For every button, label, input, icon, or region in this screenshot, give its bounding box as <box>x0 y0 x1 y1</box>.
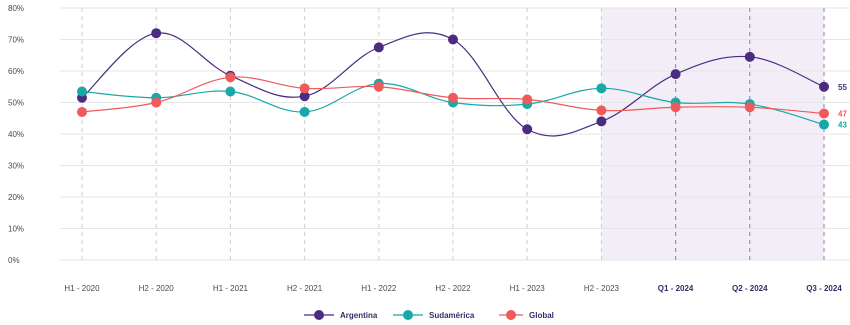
data-point <box>670 102 681 113</box>
data-point <box>299 91 310 102</box>
data-point <box>522 94 533 105</box>
data-point <box>522 124 533 135</box>
data-point <box>744 51 755 62</box>
x-tick-label: Q2 - 2024 <box>732 284 768 293</box>
data-point <box>225 86 236 97</box>
data-point <box>77 86 87 97</box>
data-point <box>448 34 458 45</box>
legend-marker <box>506 310 516 320</box>
data-point <box>373 81 384 92</box>
y-tick-label: 40% <box>8 130 24 139</box>
y-tick-label: 30% <box>8 162 24 171</box>
data-point <box>373 42 384 53</box>
data-point <box>670 69 681 80</box>
x-tick-label: H1 - 2021 <box>213 284 249 293</box>
data-point <box>819 108 829 119</box>
y-tick-label: 20% <box>8 193 24 202</box>
y-tick-label: 0% <box>8 256 20 265</box>
end-value-label: 55 <box>838 83 847 92</box>
data-point <box>744 102 755 113</box>
legend-marker <box>314 310 324 320</box>
legend-marker <box>403 310 413 320</box>
series-points <box>77 28 829 135</box>
x-tick-label: H2 - 2020 <box>139 284 175 293</box>
data-point <box>299 106 310 117</box>
data-point <box>819 81 829 92</box>
x-tick-label: H2 - 2022 <box>435 284 471 293</box>
y-axis-ticks: 0% 10% 20% 30% 40% 50% 60% 70% 80% <box>8 4 24 265</box>
data-point <box>448 92 458 103</box>
data-point <box>596 105 607 116</box>
x-axis-ticks: H1 - 2020 H2 - 2020 H1 - 2021 H2 - 2021 H1 -… <box>64 284 842 293</box>
legend: Argentina Sudamérica Global <box>304 310 554 320</box>
y-tick-label: 80% <box>8 4 24 13</box>
x-tick-label: H2 - 2021 <box>287 284 323 293</box>
data-point <box>151 28 162 39</box>
data-point <box>299 83 310 94</box>
y-tick-label: 50% <box>8 99 24 108</box>
end-value-label: 43 <box>838 121 847 130</box>
data-point <box>225 72 236 83</box>
legend-label: Argentina <box>340 311 378 320</box>
end-value-label: 47 <box>838 110 847 119</box>
x-tick-label: H2 - 2023 <box>584 284 620 293</box>
end-labels: 55 43 47 <box>838 83 847 130</box>
data-point <box>77 106 87 117</box>
x-tick-label: Q3 - 2024 <box>806 284 842 293</box>
x-tick-label: H1 - 2023 <box>510 284 546 293</box>
y-tick-label: 60% <box>8 67 24 76</box>
y-tick-label: 70% <box>8 36 24 45</box>
x-tick-label: Q1 - 2024 <box>658 284 694 293</box>
data-point <box>819 119 829 130</box>
data-point <box>596 116 607 127</box>
legend-label: Global <box>529 311 554 320</box>
x-tick-label: H1 - 2020 <box>64 284 100 293</box>
x-tick-label: H1 - 2022 <box>361 284 397 293</box>
data-point <box>151 97 162 108</box>
legend-label: Sudamérica <box>429 311 475 320</box>
y-tick-label: 10% <box>8 225 24 234</box>
data-point <box>596 83 607 94</box>
